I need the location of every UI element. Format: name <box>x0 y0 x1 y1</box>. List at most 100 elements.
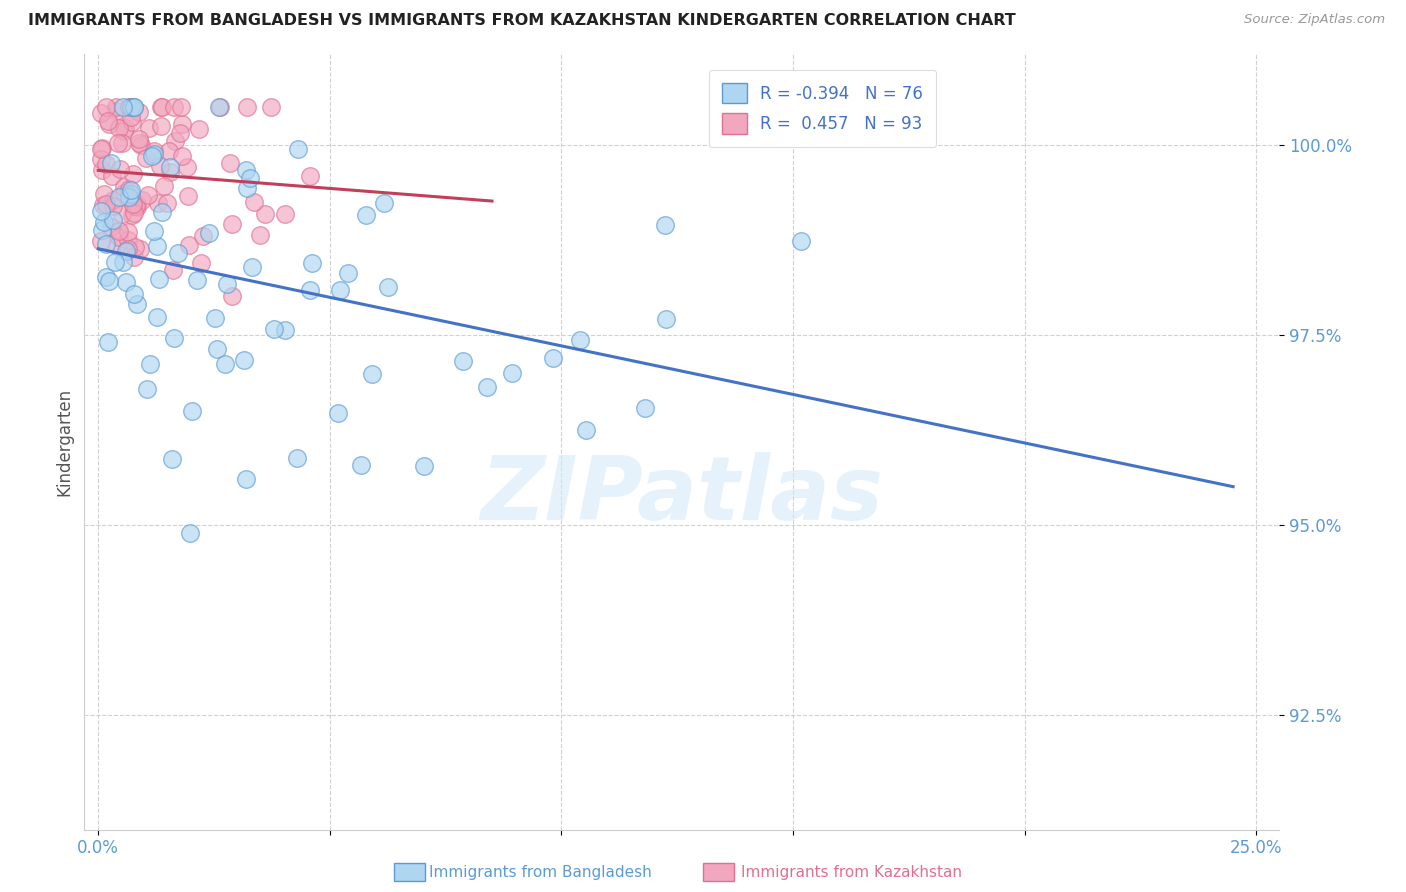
Text: Source: ZipAtlas.com: Source: ZipAtlas.com <box>1244 13 1385 27</box>
Point <box>143 144 166 158</box>
Text: Immigrants from Kazakhstan: Immigrants from Kazakhstan <box>741 865 962 880</box>
Point <box>125 296 148 310</box>
Point <box>181 404 204 418</box>
Point <box>90 234 112 248</box>
Point <box>111 207 134 221</box>
Point <box>98 117 121 131</box>
Point <box>453 353 475 368</box>
Point <box>114 244 136 258</box>
Point <box>128 136 150 151</box>
Point <box>477 379 499 393</box>
Point <box>91 197 114 211</box>
Point <box>138 357 160 371</box>
Point <box>790 235 813 249</box>
Point <box>125 199 148 213</box>
Point <box>128 242 150 256</box>
Point <box>232 352 254 367</box>
Point <box>91 162 114 177</box>
Point <box>94 197 117 211</box>
Point <box>125 200 148 214</box>
Point <box>112 123 135 137</box>
Point <box>90 204 112 219</box>
Point <box>157 144 180 158</box>
Point <box>100 169 122 183</box>
Point <box>128 105 150 120</box>
Point <box>117 226 139 240</box>
Point <box>177 238 200 252</box>
Point <box>136 187 159 202</box>
Point <box>149 159 172 173</box>
Point <box>122 199 145 213</box>
Point <box>107 224 129 238</box>
Point <box>239 171 262 186</box>
Point <box>170 149 193 163</box>
Point <box>101 199 124 213</box>
Point <box>121 209 143 223</box>
Point <box>122 100 145 114</box>
Point <box>120 100 142 114</box>
Point <box>148 272 170 286</box>
Point <box>150 100 173 114</box>
Point <box>112 180 135 194</box>
Point <box>121 100 143 114</box>
Point <box>413 459 436 474</box>
Point <box>104 103 127 118</box>
Point <box>287 142 309 156</box>
Point <box>165 134 187 148</box>
Point <box>105 100 128 114</box>
Point <box>96 157 118 171</box>
Point <box>120 110 142 124</box>
Point <box>112 186 135 200</box>
Point <box>235 163 257 178</box>
Point <box>150 100 173 114</box>
Point <box>654 218 676 232</box>
Point <box>235 472 257 486</box>
Point <box>208 100 231 114</box>
Point <box>124 100 146 114</box>
Point <box>114 120 136 135</box>
Point <box>107 136 129 150</box>
Point <box>94 237 117 252</box>
Point <box>177 189 200 203</box>
Point <box>253 206 276 220</box>
Point <box>143 146 166 161</box>
Point <box>501 366 523 380</box>
Point <box>146 239 169 253</box>
Point <box>541 351 564 365</box>
Point <box>120 183 142 197</box>
Point <box>134 151 156 165</box>
Point <box>100 220 122 235</box>
Point <box>299 169 322 183</box>
Point <box>114 275 136 289</box>
Point <box>285 450 308 465</box>
Point <box>207 343 229 357</box>
Point <box>149 120 172 134</box>
Legend: R = -0.394   N = 76, R =  0.457   N = 93: R = -0.394 N = 76, R = 0.457 N = 93 <box>709 70 936 147</box>
Point <box>240 260 263 274</box>
Point <box>128 132 150 146</box>
Point <box>105 238 128 252</box>
Point <box>219 156 242 170</box>
Text: ZIPatlas: ZIPatlas <box>481 452 883 540</box>
Point <box>249 228 271 243</box>
Point <box>117 233 139 247</box>
Point <box>354 207 377 221</box>
Point <box>215 277 238 292</box>
Point <box>162 100 184 114</box>
Point <box>336 266 359 280</box>
Point <box>176 160 198 174</box>
Point <box>135 382 157 396</box>
Point <box>131 193 153 207</box>
Point <box>204 311 226 326</box>
Point <box>100 156 122 170</box>
Point <box>97 113 120 128</box>
Point <box>167 246 190 260</box>
Point <box>569 334 592 348</box>
Point <box>236 100 259 114</box>
Point <box>263 322 285 336</box>
Point <box>159 160 181 174</box>
Point <box>377 280 399 294</box>
Point <box>141 149 163 163</box>
Point <box>120 187 142 202</box>
Point <box>138 120 160 135</box>
